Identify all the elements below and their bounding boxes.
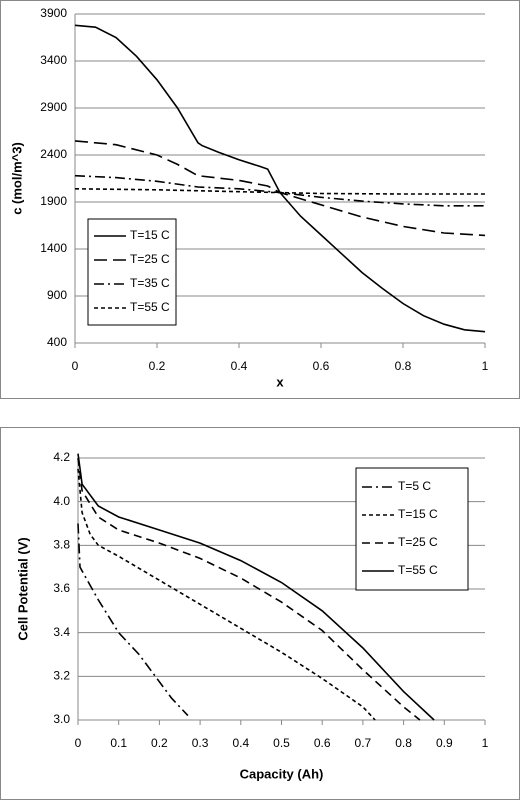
series-line	[77, 453, 435, 721]
y-tick-label: 3.4	[53, 625, 70, 639]
x-tick-label: 0.8	[395, 359, 412, 373]
legend-label: T=15 C	[130, 228, 170, 242]
y-tick-label: 400	[47, 335, 67, 349]
y-tick-label: 4.2	[53, 450, 70, 464]
x-tick-label: 0.1	[110, 736, 127, 750]
legend-box	[355, 467, 469, 591]
series-line	[74, 174, 485, 207]
x-axis-title: Capacity (Ah)	[240, 766, 324, 781]
x-tick-label: 1	[482, 359, 489, 373]
legend-label: T=25 C	[398, 535, 438, 549]
legend-label: T=15 C	[398, 507, 438, 521]
y-tick-label: 4.0	[53, 494, 70, 508]
y-axis-title: c (mol/m^3)	[9, 142, 24, 215]
y-tick-label: 2900	[40, 100, 67, 114]
chart-frame	[0, 0, 520, 399]
series-line	[77, 523, 189, 717]
x-tick-label: 0.8	[395, 736, 412, 750]
x-tick-label: 0.5	[273, 736, 290, 750]
legend-label: T=35 C	[130, 276, 170, 290]
y-tick-label: 3.6	[53, 581, 70, 595]
x-tick-label: 0.6	[314, 736, 331, 750]
x-tick-label: 0.3	[192, 736, 209, 750]
y-tick-label: 3400	[40, 53, 67, 67]
series-line	[77, 468, 376, 721]
y-axis-title: Cell Potential (V)	[15, 537, 30, 640]
series-line	[74, 188, 485, 195]
y-tick-label: 1900	[40, 194, 67, 208]
series-line	[74, 140, 486, 237]
x-tick-label: 0.4	[231, 359, 248, 373]
y-tick-label: 1400	[40, 241, 67, 255]
y-tick-label: 3900	[40, 6, 67, 20]
x-tick-label: 0.9	[436, 736, 453, 750]
y-tick-label: 3.2	[53, 669, 70, 683]
x-tick-label: 0	[72, 359, 79, 373]
legend-label: T=5 C	[398, 479, 431, 493]
x-tick-label: 0.2	[151, 736, 168, 750]
y-tick-label: 2400	[40, 147, 67, 161]
y-tick-label: 900	[47, 288, 67, 302]
x-tick-label: 0.6	[313, 359, 330, 373]
x-tick-label: 0	[75, 736, 82, 750]
legend-label: T=25 C	[130, 252, 170, 266]
x-axis-title: x	[276, 374, 284, 389]
legend-label: T=55 C	[398, 563, 438, 577]
x-tick-label: 0.2	[149, 359, 166, 373]
legend-label: T=55 C	[130, 300, 170, 314]
x-tick-label: 0.4	[232, 736, 249, 750]
y-tick-label: 3.8	[53, 538, 70, 552]
series-line	[77, 457, 421, 721]
x-tick-label: 0.7	[355, 736, 372, 750]
x-tick-label: 1	[482, 736, 489, 750]
y-tick-label: 3.0	[53, 712, 70, 726]
series-line	[74, 24, 486, 333]
